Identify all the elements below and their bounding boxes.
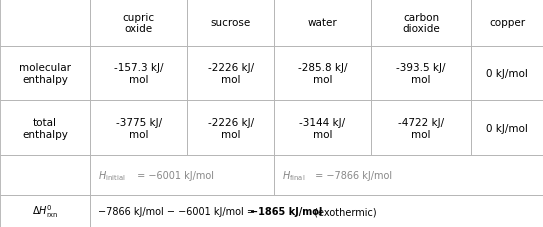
Text: $\Delta H^0_{\mathrm{rxn}}$: $\Delta H^0_{\mathrm{rxn}}$ xyxy=(32,203,59,220)
Bar xyxy=(90,101,187,155)
Bar xyxy=(0,47,90,101)
Text: $H_{\mathrm{initial}}$: $H_{\mathrm{initial}}$ xyxy=(98,168,126,182)
Text: total
enthalpy: total enthalpy xyxy=(22,118,68,139)
Text: molecular
enthalpy: molecular enthalpy xyxy=(19,63,71,84)
Text: carbon
dioxide: carbon dioxide xyxy=(402,12,440,34)
Bar xyxy=(371,101,471,155)
Text: -4722 kJ/
mol: -4722 kJ/ mol xyxy=(398,118,444,139)
Text: -3775 kJ/
mol: -3775 kJ/ mol xyxy=(116,118,162,139)
Text: 0 kJ/mol: 0 kJ/mol xyxy=(486,69,528,79)
Text: -2226 kJ/
mol: -2226 kJ/ mol xyxy=(207,63,254,84)
Text: 0 kJ/mol: 0 kJ/mol xyxy=(486,123,528,133)
Bar xyxy=(90,195,543,227)
Text: -3144 kJ/
mol: -3144 kJ/ mol xyxy=(300,118,345,139)
Bar xyxy=(471,47,543,101)
Text: -285.8 kJ/
mol: -285.8 kJ/ mol xyxy=(298,63,348,84)
Text: sucrose: sucrose xyxy=(211,18,251,28)
Bar xyxy=(0,0,90,47)
Bar xyxy=(187,101,274,155)
Bar xyxy=(274,47,371,101)
Text: -2226 kJ/
mol: -2226 kJ/ mol xyxy=(207,118,254,139)
Text: −1865 kJ/mol: −1865 kJ/mol xyxy=(250,206,323,216)
Bar xyxy=(90,155,274,195)
Bar xyxy=(274,0,371,47)
Text: $H_{\mathrm{final}}$: $H_{\mathrm{final}}$ xyxy=(282,168,306,182)
Bar xyxy=(471,0,543,47)
Text: (exothermic): (exothermic) xyxy=(311,206,376,216)
Bar xyxy=(371,0,471,47)
Bar xyxy=(0,101,90,155)
Bar xyxy=(371,47,471,101)
Bar xyxy=(471,101,543,155)
Bar xyxy=(274,155,543,195)
Text: cupric
oxide: cupric oxide xyxy=(123,12,155,34)
Text: = −6001 kJ/mol: = −6001 kJ/mol xyxy=(134,170,214,180)
Text: copper: copper xyxy=(489,18,525,28)
Text: water: water xyxy=(308,18,337,28)
Bar xyxy=(0,195,90,227)
Bar xyxy=(187,47,274,101)
Text: -157.3 kJ/
mol: -157.3 kJ/ mol xyxy=(114,63,163,84)
Text: −7866 kJ/mol − −6001 kJ/mol =: −7866 kJ/mol − −6001 kJ/mol = xyxy=(98,206,258,216)
Bar xyxy=(274,101,371,155)
Bar xyxy=(187,0,274,47)
Bar xyxy=(0,155,90,195)
Text: = −7866 kJ/mol: = −7866 kJ/mol xyxy=(312,170,392,180)
Bar xyxy=(90,47,187,101)
Bar xyxy=(90,0,187,47)
Text: -393.5 kJ/
mol: -393.5 kJ/ mol xyxy=(396,63,446,84)
